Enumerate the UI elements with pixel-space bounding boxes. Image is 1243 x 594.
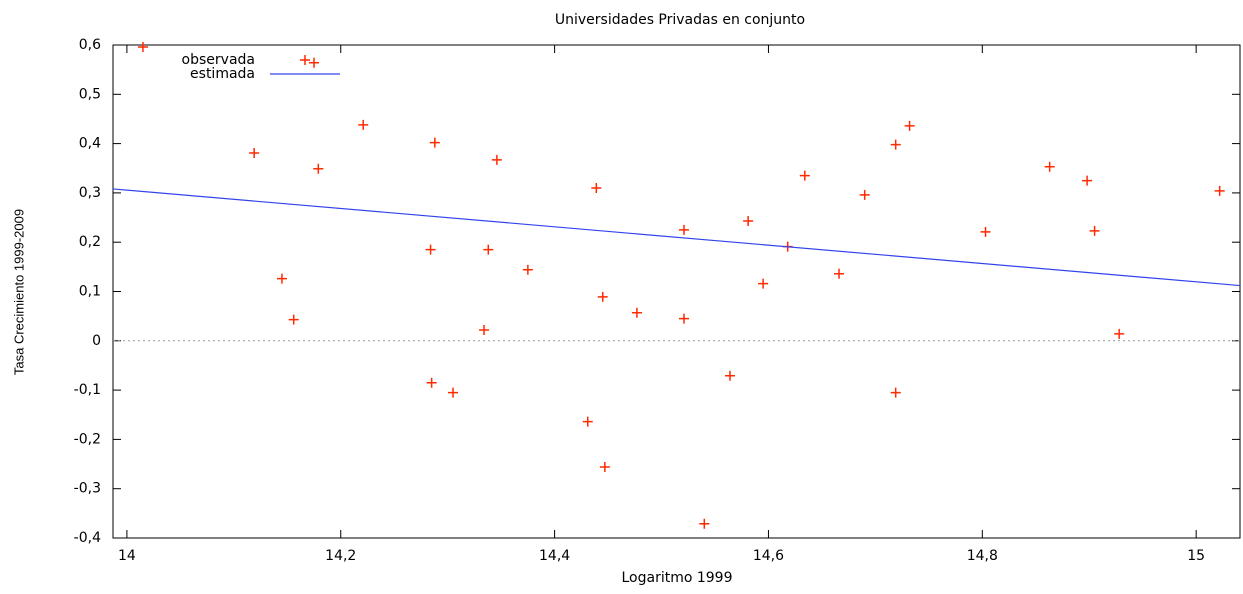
point xyxy=(249,147,260,158)
y-tick-label: 0,2 xyxy=(79,234,101,250)
point xyxy=(890,139,901,150)
point xyxy=(582,416,593,427)
point xyxy=(1082,175,1093,186)
point xyxy=(724,370,735,381)
x-tick-label: 14,2 xyxy=(325,548,356,564)
point xyxy=(904,120,915,131)
y-tick-label: -0,3 xyxy=(74,481,101,497)
x-tick-label: 14,8 xyxy=(967,548,998,564)
y-tick-label: 0,3 xyxy=(79,185,101,201)
x-tick-label: 14 xyxy=(118,548,136,564)
point xyxy=(522,264,533,275)
legend-label: estimada xyxy=(190,66,255,82)
point xyxy=(483,244,494,255)
point xyxy=(313,163,324,174)
point xyxy=(1214,185,1225,196)
y-tick-label: -0,1 xyxy=(74,382,101,398)
point xyxy=(429,137,440,148)
point xyxy=(597,291,608,302)
point xyxy=(1114,328,1125,339)
y-tick-label: 0 xyxy=(92,333,101,349)
x-tick-label: 14,4 xyxy=(539,548,570,564)
point xyxy=(448,387,459,398)
point xyxy=(599,462,610,473)
point xyxy=(276,273,287,284)
fit-line xyxy=(112,188,1241,287)
point xyxy=(491,154,502,165)
legend-label: observada xyxy=(182,52,255,68)
point xyxy=(699,518,710,529)
point xyxy=(137,41,148,52)
point xyxy=(758,278,769,289)
point xyxy=(678,313,689,324)
x-axis-label: Logaritmo 1999 xyxy=(621,570,732,586)
y-tick-label: 0,4 xyxy=(79,136,101,152)
chart-title: Universidades Privadas en conjunto xyxy=(555,12,805,28)
point xyxy=(859,189,870,200)
point xyxy=(358,119,369,130)
legend-marker xyxy=(300,55,310,65)
y-tick-label: 0,1 xyxy=(79,284,101,300)
y-tick-label: -0,4 xyxy=(74,530,101,546)
point xyxy=(834,268,845,279)
point xyxy=(425,244,436,255)
point xyxy=(288,314,299,325)
point xyxy=(631,307,642,318)
point xyxy=(426,377,437,388)
point xyxy=(309,57,320,68)
point xyxy=(1089,225,1100,236)
y-tick-label: 0,5 xyxy=(79,86,101,102)
point xyxy=(591,182,602,193)
point xyxy=(1044,161,1055,172)
point xyxy=(980,226,991,237)
y-tick-label: 0,6 xyxy=(79,37,101,53)
x-tick-label: 14,6 xyxy=(753,548,784,564)
point xyxy=(890,387,901,398)
y-axis-label: Tasa Crecimiento 1999-2009 xyxy=(11,209,26,375)
x-tick-label: 15 xyxy=(1187,548,1205,564)
point xyxy=(479,324,490,335)
point xyxy=(743,216,754,227)
plot-frame xyxy=(112,44,1241,539)
point xyxy=(678,224,689,235)
y-tick-label: -0,2 xyxy=(74,431,101,447)
point xyxy=(799,170,810,181)
